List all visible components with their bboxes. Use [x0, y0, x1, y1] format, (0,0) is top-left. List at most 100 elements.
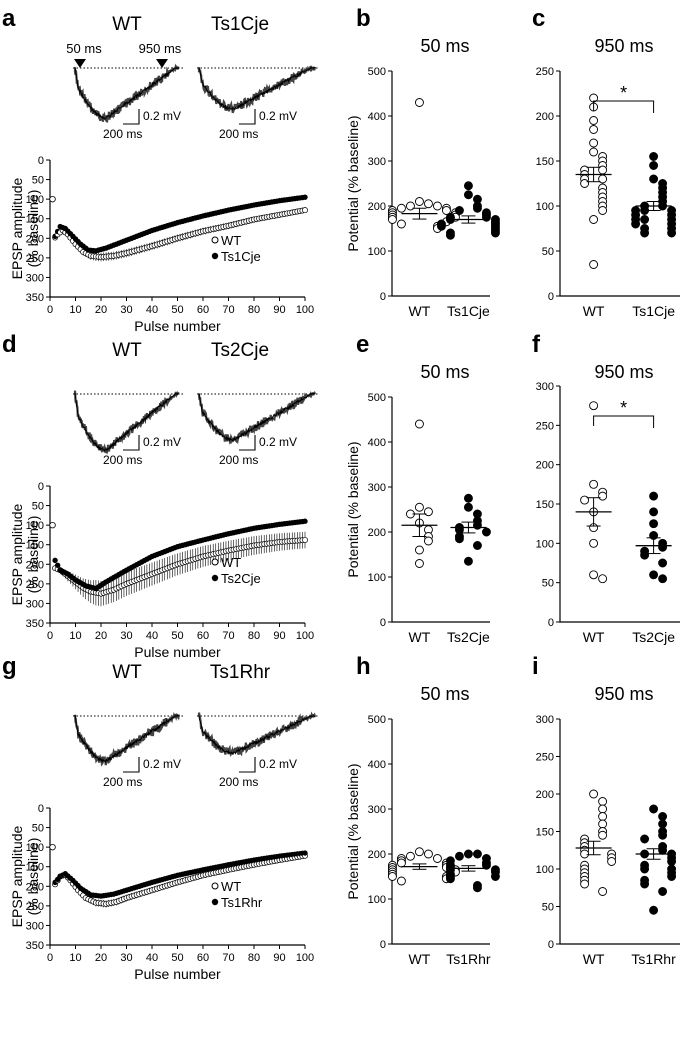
scatter-950ms-category-label: WT [583, 951, 605, 967]
y-tick-label: 100 [26, 194, 44, 206]
scatter-50ms-point-tg [472, 849, 482, 859]
epsp-trace-wt [74, 392, 180, 452]
scatter-50ms-point-tg [463, 493, 473, 503]
scatter-950ms-point-tg [658, 542, 668, 552]
x-tick-label: 60 [197, 304, 209, 316]
scatter-50ms-point-tg [463, 556, 473, 566]
scatter-50ms-point-wt [387, 215, 397, 224]
scatter-950ms-point-tg [658, 812, 668, 821]
scatter-950ms-category-label: Ts2Cje [632, 629, 675, 645]
x-tick-label: 40 [146, 304, 158, 316]
scatter-50ms-y-tick-label: 100 [368, 894, 386, 906]
legend-marker-wt [211, 558, 219, 566]
scatter-50ms-y-tick-label: 200 [368, 527, 386, 539]
scatter-50ms-point-tg [490, 228, 500, 238]
scatter-50ms-point-tg [445, 874, 455, 884]
scatter-950ms-point-tg [640, 550, 650, 560]
scatter-50ms-y-tick-label: 400 [368, 759, 386, 771]
scale-bar-time: 200 ms [103, 775, 142, 789]
scatter-50ms-point-wt [396, 858, 406, 868]
x-tick-label: 80 [248, 952, 260, 964]
legend-label-wt: WT [221, 879, 241, 894]
panel-label-a: a [2, 5, 16, 32]
trace-group-wt: WT [112, 340, 142, 361]
scatter-50ms-point-wt [432, 854, 442, 863]
y-axis-label-unit: (% baseline) [25, 516, 41, 594]
scatter-950ms-point-tg [631, 219, 641, 229]
trace-group-transgenic: Ts1Rhr [210, 662, 271, 683]
trace-group-wt: WT [112, 14, 142, 35]
scatter-950ms-point-tg [649, 804, 659, 814]
scatter-50ms-point-wt [414, 98, 424, 107]
tg-point [54, 562, 61, 568]
scatter-50ms-y-tick-label: 300 [368, 156, 386, 168]
scatter-50ms-point-tg [472, 541, 482, 550]
scatter-50ms-point-wt [423, 536, 433, 546]
scatter-950ms-significance-bracket [593, 415, 655, 428]
marker-label-950ms: 950 ms [139, 41, 182, 56]
scatter-50ms-category-label: Ts2Cje [447, 629, 490, 645]
scatter-50ms-y-tick-label: 200 [368, 849, 386, 861]
scatter-950ms-significance-bracket [593, 100, 655, 113]
y-tick-label: 300 [26, 272, 44, 284]
scale-bar-time: 200 ms [103, 453, 142, 467]
x-tick-label: 90 [273, 304, 285, 316]
scatter-50ms-point-wt [405, 201, 415, 211]
panel-label-i: i [532, 653, 539, 680]
scatter-50ms-point-wt [414, 545, 424, 555]
scatter-50ms-point-wt [414, 197, 424, 206]
scale-bar-voltage: 0.2 mV [143, 435, 181, 449]
scatter-950ms-point-tg [658, 558, 668, 568]
x-tick-label: 30 [120, 630, 132, 642]
scale-bar [239, 435, 256, 451]
scale-bar [123, 435, 140, 451]
legend-marker-tg [211, 574, 219, 582]
scatter-950ms-point-wt [607, 857, 617, 866]
scatter-950ms-category-label: WT [583, 303, 605, 319]
scatter-50ms-point-wt [423, 849, 433, 859]
scatter-950ms-y-tick-label: 50 [542, 578, 554, 590]
y-tick-label: 200 [26, 233, 44, 245]
scatter-950ms-title: 950 ms [594, 362, 653, 382]
y-tick-label: 150 [26, 540, 44, 552]
legend-label-tg: Ts2Cje [221, 571, 261, 586]
scatter-50ms-category-label: WT [409, 951, 431, 967]
scatter-950ms-point-tg [649, 905, 659, 915]
panel-label-g: g [2, 653, 17, 680]
scatter-950ms-point-tg [658, 830, 668, 840]
scatter-950ms-y-tick-label: 100 [536, 201, 554, 213]
scatter-950ms-point-wt [598, 830, 608, 840]
scatter-50ms-point-wt [414, 559, 424, 568]
wt-point-first [49, 195, 56, 203]
scale-bar-voltage: 0.2 mV [259, 109, 297, 123]
scatter-950ms-point-tg [667, 857, 677, 866]
scatter-50ms-point-tg [463, 190, 473, 200]
scale-bar-voltage: 0.2 mV [143, 109, 181, 123]
marker-label-50ms: 50 ms [66, 41, 102, 56]
scale-bar-time: 200 ms [219, 775, 258, 789]
scale-bar-voltage: 0.2 mV [259, 435, 297, 449]
y-tick-label: 150 [26, 862, 44, 874]
scatter-950ms-point-wt [598, 797, 608, 806]
scatter-950ms-significance-star: * [620, 398, 627, 418]
epsp-trace-wt [74, 714, 180, 764]
scatter-50ms-y-tick-label: 500 [368, 66, 386, 78]
scatter-950ms-y-tick-label: 0 [548, 939, 554, 951]
scatter-950ms-point-tg [658, 819, 668, 829]
wt-point [302, 537, 308, 543]
scatter-50ms-point-tg [454, 534, 464, 544]
y-tick-label: 350 [26, 618, 44, 630]
legend-label-wt: WT [221, 233, 241, 248]
y-tick-label: 250 [26, 253, 44, 265]
scatter-950ms-point-wt [580, 879, 590, 889]
epsp-trace-tg [198, 392, 316, 443]
legend-marker-tg [211, 252, 219, 260]
scatter-950ms-y-tick-label: 100 [536, 864, 554, 876]
panel-label-f: f [532, 331, 541, 358]
epsp-trace-wt [74, 66, 180, 120]
stim-arrow-950ms [156, 59, 168, 68]
scatter-50ms-axes [391, 71, 490, 297]
scatter-950ms-point-wt [589, 138, 599, 148]
scatter-50ms-point-tg [463, 849, 473, 859]
